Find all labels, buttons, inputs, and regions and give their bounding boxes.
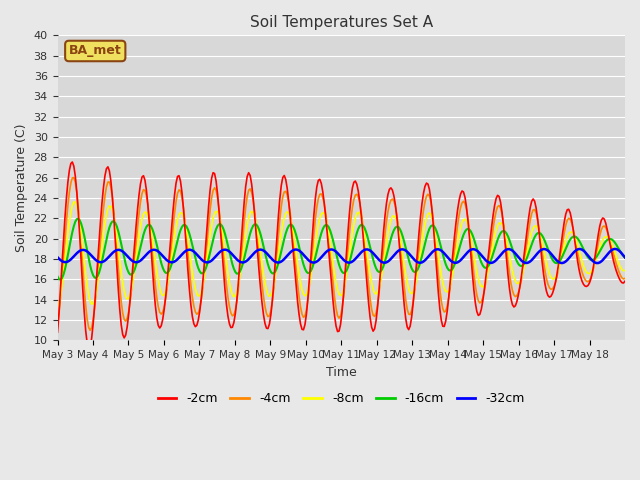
Text: BA_met: BA_met: [69, 45, 122, 58]
X-axis label: Time: Time: [326, 366, 356, 379]
Y-axis label: Soil Temperature (C): Soil Temperature (C): [15, 124, 28, 252]
Legend: -2cm, -4cm, -8cm, -16cm, -32cm: -2cm, -4cm, -8cm, -16cm, -32cm: [153, 387, 530, 410]
Title: Soil Temperatures Set A: Soil Temperatures Set A: [250, 15, 433, 30]
